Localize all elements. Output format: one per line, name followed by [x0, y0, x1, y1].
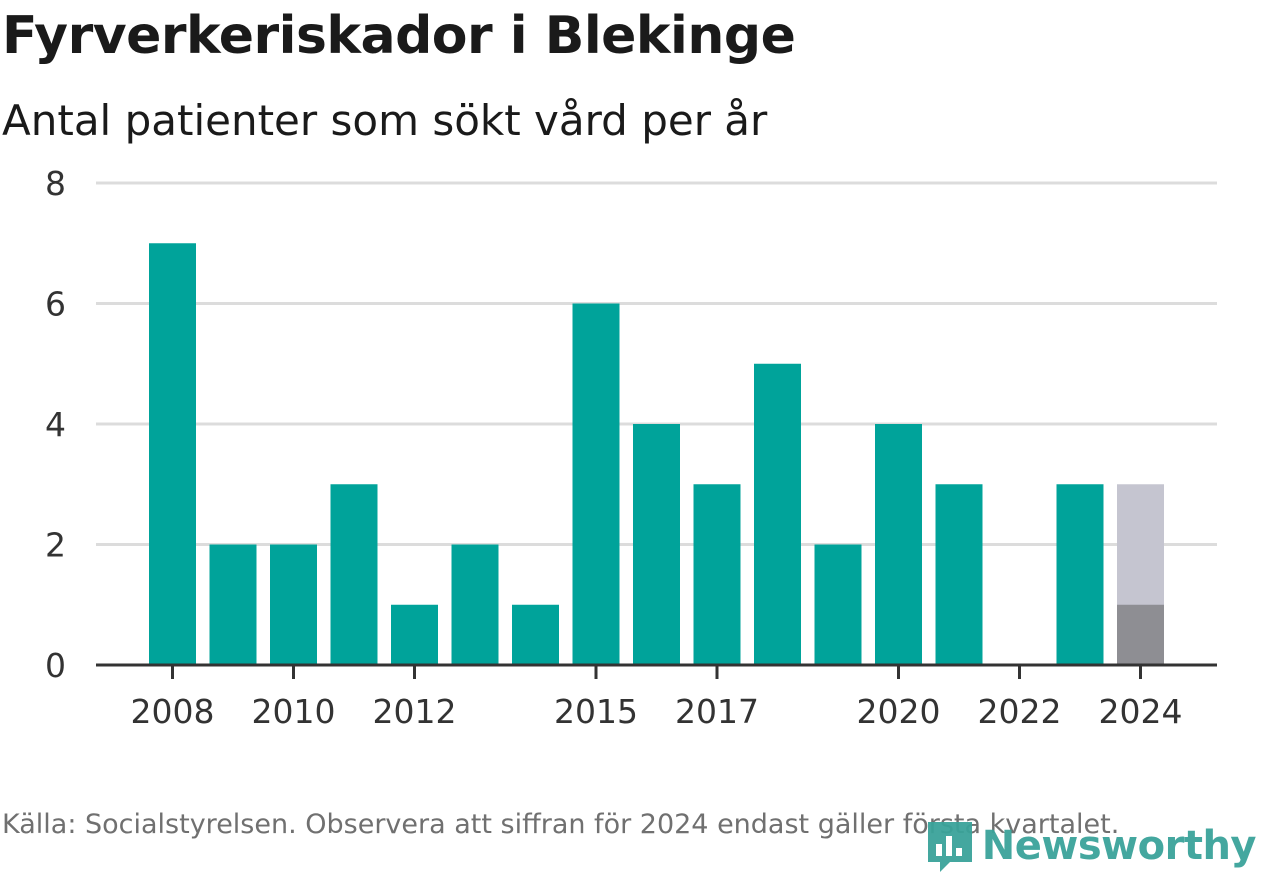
- newsworthy-logo: Newsworthy: [924, 818, 1257, 874]
- x-tick-label: 2010: [252, 692, 336, 731]
- bar-2021: [935, 484, 983, 665]
- y-tick-label: 2: [45, 526, 66, 565]
- logo-text: Newsworthy: [981, 823, 1257, 869]
- bar-2017: [693, 484, 741, 665]
- x-tick-label: 2012: [373, 692, 457, 731]
- bar-2009: [209, 544, 257, 665]
- bar-2014: [512, 604, 559, 665]
- y-tick-label: 0: [45, 646, 66, 685]
- bar-2011: [330, 484, 378, 665]
- bar-2010: [270, 544, 317, 665]
- y-tick-label: 8: [45, 164, 66, 203]
- bar-2020: [875, 424, 922, 665]
- bar-2024: [1117, 604, 1164, 665]
- x-tick-label: 2022: [978, 692, 1062, 731]
- y-tick-label: 4: [45, 405, 66, 444]
- chart-title: Fyrverkeriskador i Blekinge: [2, 6, 796, 66]
- y-tick-label: 6: [45, 285, 66, 324]
- x-tick-label: 2015: [554, 692, 638, 731]
- x-tick-label: 2024: [1099, 692, 1183, 731]
- x-tick-label: 2017: [675, 692, 759, 731]
- axes: 0 2 4 6 8 2008 2010 2012 2015 2017 2020 2022 2024: [45, 164, 1217, 731]
- bar-2023: [1056, 484, 1104, 665]
- bar-chart: 0 2 4 6 8 2008 2010 2012 2015 2017 2020 2022 2024: [45, 164, 1217, 731]
- bar-2019: [814, 544, 862, 665]
- bar-2008: [149, 243, 196, 665]
- bar-2018: [754, 363, 801, 665]
- bars: [149, 243, 1164, 665]
- bar-2016: [633, 424, 680, 665]
- bar-2013: [451, 544, 499, 665]
- bar-2015: [572, 303, 620, 665]
- x-tick-label: 2008: [131, 692, 215, 731]
- chart-subtitle: Antal patienter som sökt vård per år: [2, 96, 768, 145]
- bar-2012: [391, 604, 438, 665]
- x-tick-label: 2020: [857, 692, 941, 731]
- newsworthy-logo-icon: [927, 822, 972, 872]
